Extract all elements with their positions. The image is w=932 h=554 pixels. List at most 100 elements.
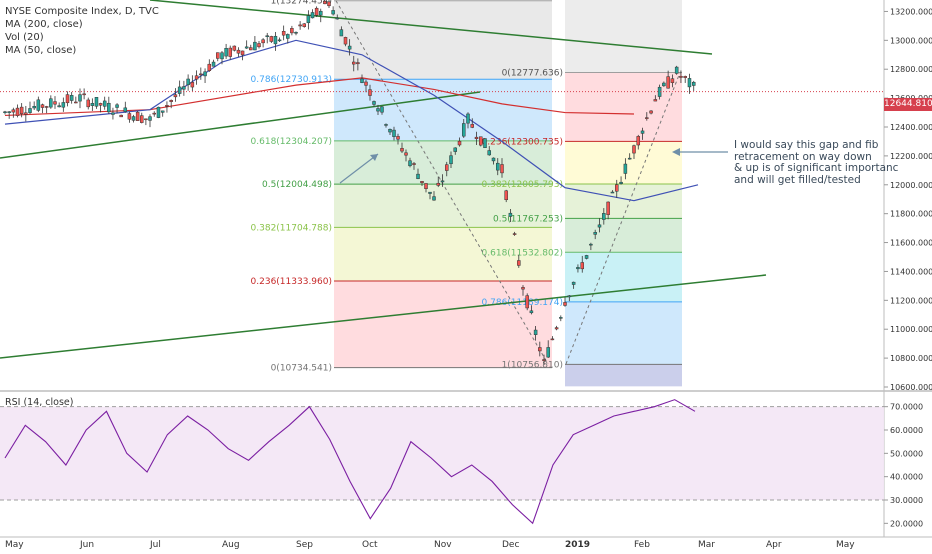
rsi-y-tick-label: 30.0000 — [890, 496, 923, 505]
candle-body — [40, 104, 45, 108]
candle-body — [220, 52, 224, 60]
candle-body — [194, 75, 199, 80]
candle-body — [203, 71, 207, 77]
candle-body — [589, 243, 593, 246]
annotation-note[interactable]: I would say this gap and fib retracement… — [734, 139, 919, 186]
y-tick-label: 11400.000 — [890, 267, 932, 276]
arrow-right-head — [672, 148, 680, 156]
candle-body — [186, 78, 190, 86]
rsi-legend[interactable]: RSI (14, close) — [5, 397, 74, 408]
candle-body — [94, 97, 99, 107]
candle-body — [28, 108, 32, 113]
candle-body — [521, 287, 525, 290]
y-tick-label: 12200.000 — [890, 152, 932, 161]
candle-body — [420, 181, 424, 184]
candle-body — [666, 76, 670, 89]
candle-body — [504, 190, 508, 201]
fib-right-diagonal — [565, 72, 681, 365]
candle-body — [11, 109, 16, 113]
candle-body — [559, 317, 563, 319]
x-tick-label: Jun — [79, 540, 94, 550]
fib-left-zone — [334, 280, 552, 368]
fib-right-zone — [565, 364, 682, 387]
candle-body — [662, 82, 666, 87]
candle-body — [571, 281, 576, 285]
y-tick-label: 10800.000 — [890, 354, 932, 363]
candle-body — [265, 35, 269, 37]
candle-body — [404, 152, 408, 156]
candle-body — [670, 78, 675, 83]
fib-right-zone — [565, 183, 682, 219]
candle-body — [261, 39, 265, 44]
candle-body — [228, 47, 232, 57]
legend-study-ma50[interactable]: MA (50, close) — [5, 45, 77, 56]
candle-body — [593, 232, 597, 235]
candle-body — [53, 101, 57, 105]
candle-body — [360, 78, 364, 83]
trendline-upper — [149, 0, 713, 55]
candle-body — [462, 123, 466, 137]
legend-study-vol[interactable]: Vol (20) — [5, 32, 44, 43]
candle-body — [512, 233, 517, 235]
candle-body — [567, 295, 572, 298]
candle-body — [3, 111, 7, 114]
candle-body — [479, 136, 483, 146]
candle-body — [173, 94, 178, 98]
candle-body — [86, 99, 90, 108]
candle-body — [483, 138, 487, 148]
candle-body — [525, 295, 529, 309]
rsi-y-tick-label: 20.0000 — [890, 519, 923, 528]
candle-body — [273, 35, 278, 45]
candle-body — [310, 12, 315, 19]
rsi-y-tick-label: 60.0000 — [890, 426, 923, 435]
candle-body — [127, 113, 132, 120]
rsi-y-tick-label: 50.0000 — [890, 449, 923, 458]
candle-body — [636, 136, 641, 146]
candle-body — [190, 82, 195, 88]
candle-body — [343, 37, 348, 45]
y-tick-label: 11000.000 — [890, 325, 932, 334]
candle-body — [384, 124, 388, 126]
candle-body — [144, 118, 148, 121]
candle-body — [211, 61, 216, 67]
x-tick-label: Oct — [362, 540, 378, 550]
candle-body — [119, 114, 123, 118]
candle-body — [102, 100, 107, 107]
candle-body — [496, 162, 500, 171]
legend-study-ma200[interactable]: MA (200, close) — [5, 19, 83, 30]
candle-body — [602, 213, 606, 220]
candle-body — [619, 181, 623, 184]
candle-body — [500, 164, 504, 174]
candle-body — [453, 147, 457, 152]
candle-body — [550, 338, 555, 341]
candle-body — [281, 31, 286, 36]
candle-body — [131, 116, 136, 121]
candle-body — [236, 49, 241, 54]
candle-body — [98, 103, 103, 106]
y-tick-label: 13000.000 — [890, 36, 932, 45]
candle-body — [298, 24, 302, 27]
candle-body — [7, 111, 11, 113]
x-tick-label: Apr — [766, 540, 782, 550]
y-tick-label: 12800.000 — [890, 65, 932, 74]
candle-body — [440, 180, 445, 183]
candle-body — [436, 182, 440, 186]
candle-body — [368, 89, 372, 96]
candle-body — [257, 43, 261, 48]
fib-left-label: 1(13274.454) — [271, 0, 332, 7]
fib-left-label: 0.618(12304.207) — [251, 137, 332, 147]
rsi-y-tick-label: 40.0000 — [890, 473, 923, 482]
candle-body — [392, 129, 396, 137]
legend-symbol[interactable]: NYSE Composite Index, D, TVC — [5, 6, 159, 17]
candle-body — [36, 99, 41, 111]
candle-body — [135, 111, 140, 121]
candle-body — [445, 164, 449, 171]
candle-body — [182, 86, 186, 90]
y-tick-label: 11800.000 — [890, 210, 932, 219]
fib-right-zone — [565, 218, 682, 253]
candle-body — [529, 310, 534, 314]
candle-body — [177, 86, 182, 94]
candle-body — [408, 160, 412, 167]
candle-body — [372, 101, 376, 105]
x-tick-label: Aug — [222, 540, 240, 550]
